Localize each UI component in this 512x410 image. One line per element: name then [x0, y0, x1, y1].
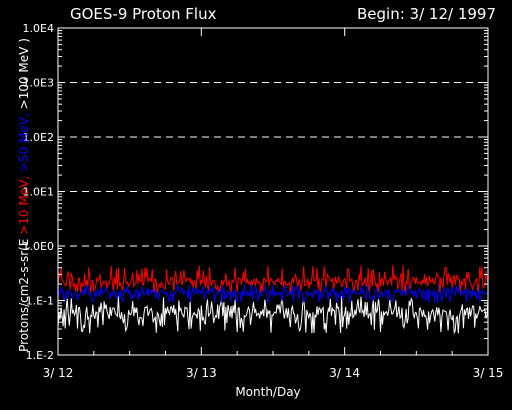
y-tick-label: 1.0E0: [23, 240, 54, 253]
y-axis-label: Protons/cm2-s-sr(E >10 MeV, >50 MeV, >10…: [17, 38, 31, 352]
y-axis-label-part: >50 MeV,: [17, 109, 31, 172]
y-axis-label-part: >10 MeV,: [17, 172, 31, 235]
data-series: [57, 265, 489, 335]
y-tick-label: 1.E-2: [26, 349, 54, 362]
y-axis-label-part: >100 MeV ): [17, 38, 31, 109]
x-tick-label: 3/ 13: [186, 366, 217, 380]
chart-title: GOES-9 Proton Flux: [70, 5, 217, 23]
series-line: [57, 296, 489, 335]
x-tick-label: 3/ 15: [473, 366, 504, 380]
y-tick-label: 1.0E4: [23, 22, 54, 35]
y-axis-label-part: Protons/cm2-s-sr(E: [17, 235, 31, 352]
y-axis-ticks: 1.E-2 1.E-1 1.0E0 1.0E1 1.0E2 1.0E3 1.0E4: [23, 22, 488, 362]
x-tick-label: 3/ 12: [43, 366, 74, 380]
series-line: [57, 282, 489, 304]
gridlines: [58, 82, 488, 247]
x-axis-ticks: 3/ 12 3/ 13 3/ 14 3/ 15: [43, 28, 504, 380]
x-tick-label: 3/ 14: [329, 366, 360, 380]
begin-date-label: Begin: 3/ 12/ 1997: [357, 5, 496, 23]
series-line: [57, 265, 489, 293]
y-tick-label: 1.0E2: [23, 131, 54, 144]
y-tick-label: 1.E-1: [26, 295, 54, 308]
y-tick-label: 1.0E3: [23, 77, 54, 90]
x-axis-label: Month/Day: [235, 385, 300, 399]
y-tick-label: 1.0E1: [23, 186, 54, 199]
